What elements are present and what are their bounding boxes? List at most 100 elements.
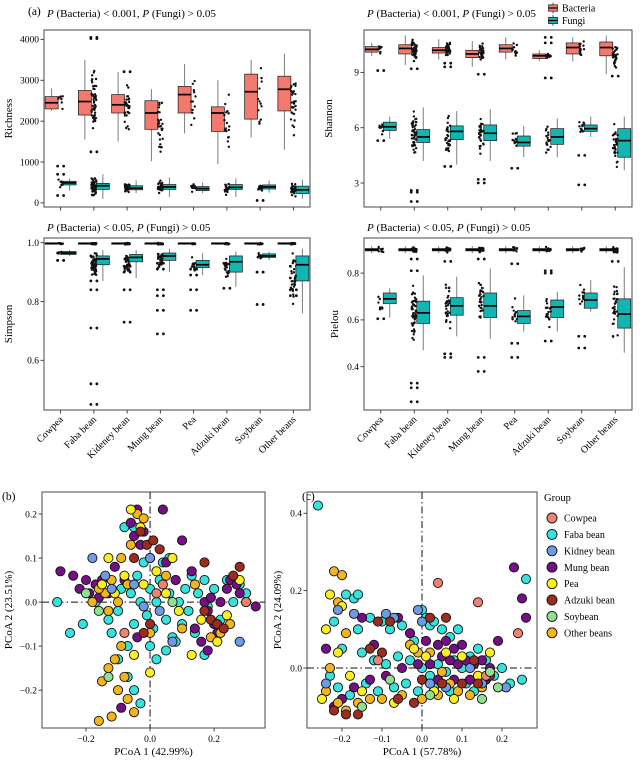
y-tick-label: 0.0 [290,664,302,674]
scatter-point [420,651,432,662]
data-point [158,133,162,137]
data-point [581,130,585,133]
scatter-point [145,667,156,678]
outlier-point [195,267,199,271]
data-point [161,137,164,141]
y-axis-label: Pielou [329,309,341,338]
data-point [90,74,94,77]
scatter-point [199,575,210,586]
data-point [225,121,229,125]
scatter-point [416,616,428,627]
data-point [548,318,551,321]
outlier-point [95,150,99,154]
data-point [513,141,516,144]
data-point [224,127,228,130]
data-point [446,134,450,138]
data-point [446,53,449,57]
data-point [480,286,484,290]
data-point [290,283,294,286]
outlier-point [95,403,99,406]
data-point [515,250,518,253]
data-point [224,268,227,272]
data-point [61,107,64,111]
panel-c-label: (c) [302,491,315,503]
data-point [292,125,296,129]
data-point [616,314,619,318]
scatter-point [167,597,178,608]
outlier-point [189,273,193,277]
scatter-point [424,690,436,701]
data-point [479,309,482,313]
data-point [190,190,194,193]
data-point [412,47,415,51]
x-category-label: Cowpea [355,414,386,445]
outlier-point [482,355,486,359]
data-point [447,290,451,293]
fungi-box [617,128,632,158]
data-point [227,135,230,139]
x-tick-label: 0.0 [416,735,428,745]
data-point [613,122,616,126]
data-point [94,191,98,194]
subplot-title: P (Bacteria) < 0.001, P (Fungi) > 0.05 [366,8,536,20]
scatter-point [424,678,436,689]
outlier-point [583,153,587,157]
group-legend: Group Cowpea Faba bean Kidney bean Mung bean… [544,493,615,639]
data-point [159,188,163,192]
outlier-point [443,61,447,65]
scatter-point [376,693,388,705]
data-point [161,127,164,130]
scatter-point [340,589,352,600]
data-point [612,55,615,59]
scatter-point [228,597,239,608]
data-point [93,269,96,272]
data-point [411,122,415,125]
data-point [92,95,95,98]
scatter-point [250,601,261,612]
data-point [91,104,95,108]
data-point [612,249,615,252]
scatter-point [103,671,114,682]
data-point [91,242,95,245]
outlier-point [616,74,620,78]
data-point [193,105,196,108]
outlier-point [476,72,480,76]
outlier-point [415,400,419,404]
data-point [615,141,619,144]
data-point [294,92,297,96]
data-point [193,267,196,271]
data-point [480,289,483,293]
data-point [446,304,450,307]
scatter-point [320,643,332,654]
data-point [412,328,416,331]
scatter-point [55,566,66,577]
outlier-point [89,382,93,386]
bacteria-box [565,42,580,55]
outlier-point [476,369,480,373]
data-point [191,111,194,114]
data-point [514,54,517,57]
scatter-point [332,697,344,708]
outlier-point [89,279,93,283]
data-point [123,120,127,124]
data-point [479,58,482,61]
scatter-point [440,612,452,623]
x-tick-label: 0.1 [456,735,468,745]
outlier-point [409,67,413,71]
group-legend-title: Group [544,493,571,504]
data-point [413,246,416,250]
scatter-point [112,685,124,696]
scatter-point [336,570,348,581]
scatter-point [452,624,464,635]
data-point [447,299,450,303]
scatter-point [157,579,168,590]
outlier-point [89,288,93,292]
data-point [514,132,517,135]
scatter-point [396,620,408,631]
data-point [616,151,619,154]
data-point [381,129,385,133]
data-point [380,45,383,49]
scatter-point [448,693,460,705]
data-point [414,133,417,136]
outlier-point [161,308,165,312]
